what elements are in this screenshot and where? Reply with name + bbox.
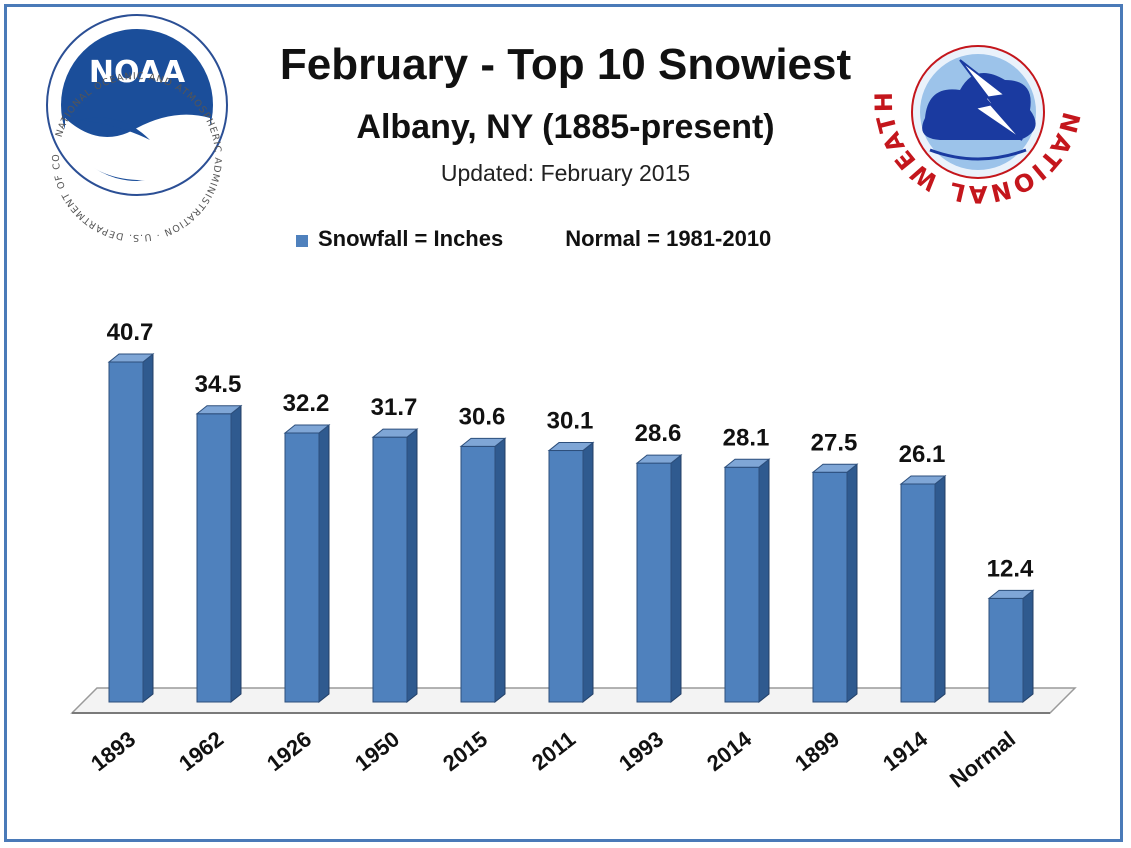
data-label: 28.6 bbox=[635, 420, 682, 447]
data-label: 31.7 bbox=[371, 394, 418, 421]
bar-1899 bbox=[811, 463, 859, 704]
bar-1993 bbox=[635, 454, 683, 704]
x-tick-label: 2011 bbox=[527, 726, 580, 775]
x-tick-label: 1962 bbox=[174, 726, 228, 776]
bar-front bbox=[284, 432, 320, 703]
bar-side bbox=[1022, 589, 1034, 704]
bar-top bbox=[195, 405, 243, 415]
bar-side bbox=[318, 423, 330, 704]
x-tick-label: Normal bbox=[945, 726, 1020, 792]
bar-top bbox=[107, 353, 155, 363]
bar-front bbox=[812, 471, 848, 703]
data-label: 34.5 bbox=[195, 371, 242, 398]
x-tick-label: 1893 bbox=[86, 726, 140, 776]
legend: Snowfall = Inches Normal = 1981-2010 bbox=[296, 226, 771, 252]
bar-side bbox=[846, 463, 858, 704]
bar-front bbox=[108, 361, 144, 703]
bar-2011 bbox=[547, 441, 595, 704]
x-tick-label: 1950 bbox=[350, 726, 404, 776]
data-label: 28.1 bbox=[723, 424, 770, 451]
data-label: 30.1 bbox=[547, 408, 594, 435]
bar-front bbox=[900, 483, 936, 703]
bar-top bbox=[899, 475, 947, 485]
updated-label: Updated: February 2015 bbox=[440, 160, 691, 186]
x-tick-label: 1914 bbox=[878, 726, 933, 776]
x-tick-label: 1926 bbox=[262, 726, 316, 776]
bar-top bbox=[811, 463, 859, 473]
data-label: 12.4 bbox=[987, 555, 1034, 582]
x-tick-label: 2015 bbox=[438, 726, 492, 776]
bar-2015 bbox=[459, 437, 507, 704]
bar-top bbox=[547, 442, 595, 452]
bar-side bbox=[230, 404, 242, 704]
data-label: 27.5 bbox=[811, 429, 858, 456]
bar-front bbox=[636, 462, 672, 703]
bar-1914 bbox=[899, 474, 947, 704]
bar-side bbox=[934, 474, 946, 704]
bar-1893 bbox=[107, 352, 155, 704]
bar-normal bbox=[987, 589, 1035, 704]
x-tick-label: 2014 bbox=[702, 726, 757, 776]
bar-side bbox=[758, 458, 770, 704]
legend-swatch bbox=[296, 235, 308, 247]
x-tick-label: 1993 bbox=[614, 726, 668, 776]
bar-1950 bbox=[371, 428, 419, 704]
bar-top bbox=[283, 424, 331, 434]
bar-side bbox=[494, 437, 506, 704]
data-label: 26.1 bbox=[899, 441, 946, 468]
bar-1962 bbox=[195, 404, 243, 704]
legend-series-label: Snowfall = Inches bbox=[318, 226, 504, 251]
bar-front bbox=[988, 597, 1024, 703]
bar-side bbox=[582, 441, 594, 704]
bar-top bbox=[459, 437, 507, 447]
data-label: 30.6 bbox=[459, 403, 506, 430]
bar-top bbox=[635, 454, 683, 464]
bar-front bbox=[372, 436, 408, 703]
chart-title: February - Top 10 Snowiest bbox=[279, 40, 852, 89]
bar-front bbox=[548, 450, 584, 703]
bar-side bbox=[406, 428, 418, 704]
bar-top bbox=[371, 428, 419, 438]
bar-top bbox=[723, 458, 771, 468]
x-tick-label: 1899 bbox=[790, 726, 844, 776]
bar-front bbox=[196, 413, 232, 703]
bar-2014 bbox=[723, 458, 771, 704]
bar-top bbox=[987, 589, 1035, 599]
chart-subtitle: Albany, NY (1885-present) bbox=[356, 108, 775, 146]
bar-side bbox=[670, 454, 682, 704]
bar-side bbox=[142, 352, 154, 704]
bar-front bbox=[460, 445, 496, 703]
bar-front bbox=[724, 466, 760, 703]
legend-normal-label: Normal = 1981-2010 bbox=[565, 226, 772, 251]
data-label: 40.7 bbox=[107, 319, 154, 346]
bar-1926 bbox=[283, 423, 331, 704]
data-label: 32.2 bbox=[283, 390, 330, 417]
